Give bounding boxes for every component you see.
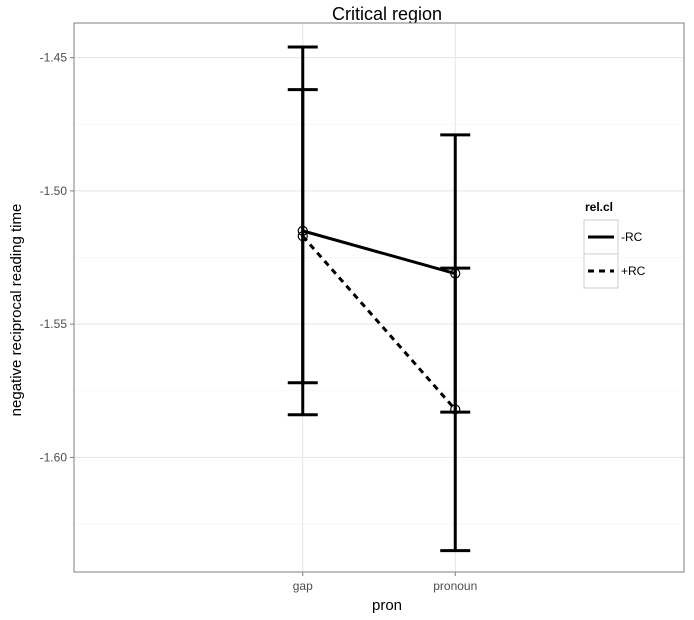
x-tick-label: gap xyxy=(293,579,313,593)
y-axis-title: negative reciprocal reading time xyxy=(8,204,25,417)
legend-title: rel.cl xyxy=(585,200,613,214)
x-axis-title: pron xyxy=(372,597,402,614)
x-tick-label: pronoun xyxy=(433,579,477,593)
chart-title: Critical region xyxy=(332,4,442,24)
y-tick-label: -1.50 xyxy=(40,184,68,198)
y-tick-label: -1.60 xyxy=(40,450,68,464)
panel-background xyxy=(74,23,684,572)
legend-label: -RC xyxy=(621,230,643,244)
plot-panel: -1.45 -1.50 -1.55 -1.60 gap pronoun xyxy=(40,23,684,593)
y-tick-label: -1.45 xyxy=(40,51,68,65)
y-tick-label: -1.55 xyxy=(40,317,68,331)
legend-label: +RC xyxy=(621,264,646,278)
